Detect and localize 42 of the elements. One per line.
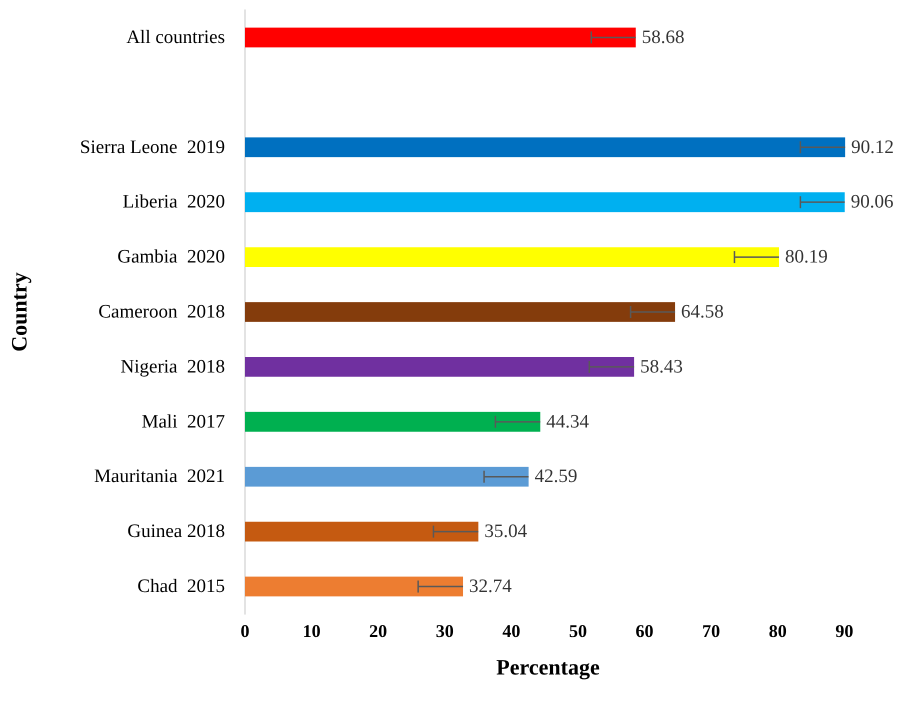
x-axis-title: Percentage <box>496 654 600 680</box>
y-axis-title: Country <box>6 272 32 352</box>
x-tick-label: 50 <box>568 621 587 641</box>
data-label: 64.58 <box>681 302 724 322</box>
x-tick-label: 80 <box>768 621 787 641</box>
data-label: 35.04 <box>484 521 528 542</box>
bar <box>245 522 478 542</box>
data-label: 90.06 <box>850 192 894 213</box>
data-label: 42.59 <box>534 466 578 488</box>
bar <box>245 576 464 596</box>
y-tick-label: Sierra Leone 2019 <box>80 136 225 158</box>
bar <box>245 412 540 432</box>
y-tick-label: All countries <box>126 26 225 48</box>
data-label: 44.34 <box>546 411 590 432</box>
bar <box>245 192 845 212</box>
y-tick-label: Gambia 2020 <box>117 246 225 268</box>
x-tick-label: 90 <box>835 621 854 641</box>
y-tick-label: Guinea 2018 <box>127 521 225 542</box>
bar <box>245 302 676 322</box>
data-label: 32.74 <box>469 576 512 598</box>
bar <box>245 247 780 267</box>
x-tick-label: 60 <box>636 621 654 641</box>
bar <box>245 466 529 487</box>
y-tick-label: Chad 2015 <box>137 576 225 598</box>
bar <box>245 137 846 158</box>
x-tick-label: 70 <box>702 621 720 641</box>
x-tick-label: 10 <box>302 621 321 641</box>
data-label: 80.19 <box>785 246 828 268</box>
y-tick-label: Liberia 2020 <box>122 192 225 213</box>
data-label: 58.43 <box>640 356 683 378</box>
data-label: 90.12 <box>851 136 894 158</box>
x-tick-label: 0 <box>240 621 250 641</box>
x-tick-label: 40 <box>502 621 520 641</box>
bar <box>245 28 636 48</box>
data-label: 58.68 <box>642 26 685 48</box>
y-tick-label: Mauritania 2021 <box>94 466 225 488</box>
bar <box>245 357 634 377</box>
y-tick-label: Mali 2017 <box>142 411 225 432</box>
x-tick-label: 30 <box>436 621 454 641</box>
y-tick-label: Nigeria 2018 <box>120 356 225 378</box>
y-tick-label: Cameroon 2018 <box>98 302 225 322</box>
x-tick-label: 20 <box>369 621 388 641</box>
